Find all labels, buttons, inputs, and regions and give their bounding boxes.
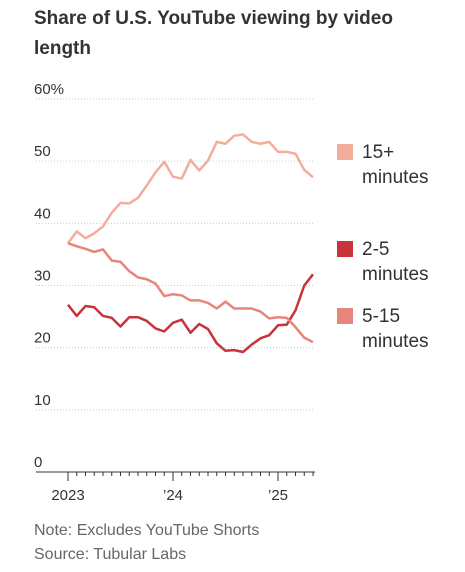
x-tick-label: 2023 (51, 487, 84, 504)
series-line (67, 273, 314, 354)
legend-label: 5-15 minutes (362, 306, 429, 352)
y-tick-label: 60% (34, 81, 64, 98)
x-tick-label: ’24 (163, 487, 183, 504)
legend-swatch (337, 241, 353, 257)
series-line (66, 133, 314, 244)
legend-swatch (337, 144, 353, 160)
y-tick-label: 30 (34, 268, 51, 285)
y-tick-label: 50 (34, 143, 51, 160)
legend-label: 2-5 minutes (362, 239, 429, 285)
legend-item: 5-15 minutes (337, 304, 452, 354)
y-tick-label: 20 (34, 330, 51, 347)
legend-item: 15+ minutes (337, 140, 452, 190)
legend-label: 15+ minutes (362, 142, 429, 188)
x-tick-label: ’25 (268, 487, 288, 504)
series-line (67, 242, 314, 344)
source: Source: Tubular Labs (34, 546, 187, 563)
y-tick-label: 0 (34, 454, 42, 471)
legend-swatch (337, 308, 353, 324)
y-tick-label: 40 (34, 205, 51, 222)
note: Note: Excludes YouTube Shorts (34, 522, 260, 539)
y-tick-label: 10 (34, 392, 51, 409)
chart-title: Share of U.S. YouTube viewing by video l… (34, 8, 393, 59)
legend-item: 2-5 minutes (337, 237, 452, 287)
